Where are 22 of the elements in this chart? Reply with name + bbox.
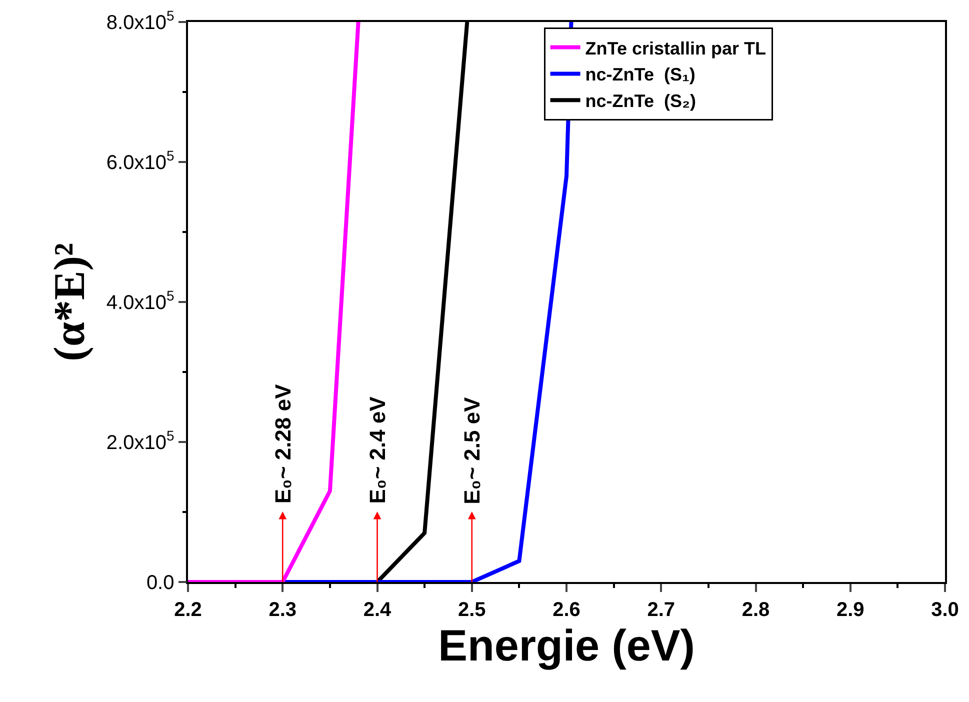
x-tick-label: 2.3 [268,598,297,621]
x-tick-label: 2.4 [363,598,392,621]
x-tick-label: 2.6 [552,598,580,621]
legend-label: nc-ZnTe (S₂) [585,91,696,112]
y-tick-label: 0.0 [146,572,174,594]
annotation: E₀~ 2.5 eV [459,396,484,504]
y-axis-title: (α*E)² [44,242,94,362]
y-tick-label: 6.0x10$^{5}$ [106,148,174,174]
x-axis-title: Energie (eV) [438,622,695,671]
x-tick-label: 2.7 [647,598,676,621]
legend-label: ZnTe cristallin par TL [585,38,766,58]
x-tick-label: 2.8 [742,598,770,621]
x-tick-label: 3.0 [931,598,959,621]
x-tick-label: 2.5 [458,598,486,621]
y-tick-label: 8.0x10$^{5}$ [106,8,174,34]
annotation: E₀~ 2.4 eV [364,396,390,504]
x-tick-label: 2.2 [174,598,202,621]
y-tick-label: 2.0x10$^{5}$ [106,428,174,454]
x-tick-label: 2.9 [836,598,864,621]
legend-label: nc-ZnTe (S₁) [585,64,696,85]
annotation: E₀~ 2.28 eV [270,384,296,504]
y-tick-label: 4.0x10$^{5}$ [106,288,174,314]
